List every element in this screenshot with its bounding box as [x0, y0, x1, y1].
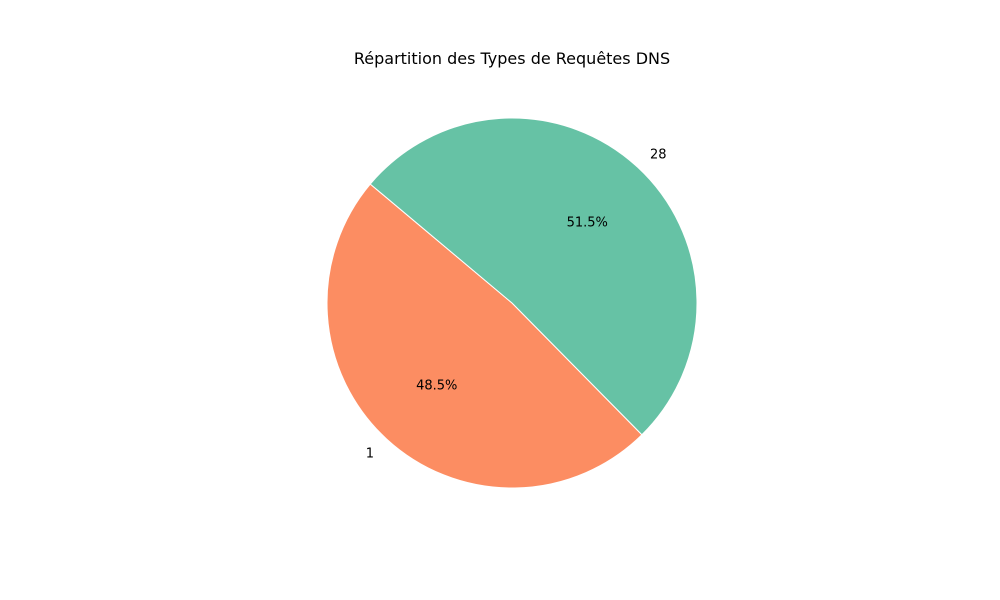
chart-title: Répartition des Types de Requêtes DNS — [354, 49, 670, 68]
slice-label-1: 1 — [366, 447, 374, 462]
pie-slices — [326, 117, 698, 489]
pie-slice-28 — [369, 117, 698, 436]
pie-slice-1 — [326, 183, 643, 489]
slice-percent-28: 51.5% — [567, 215, 608, 230]
pie-labels: 1 48.5% 28 51.5% — [366, 147, 667, 461]
slice-label-28: 28 — [650, 147, 667, 162]
slice-percent-1: 48.5% — [416, 379, 457, 394]
